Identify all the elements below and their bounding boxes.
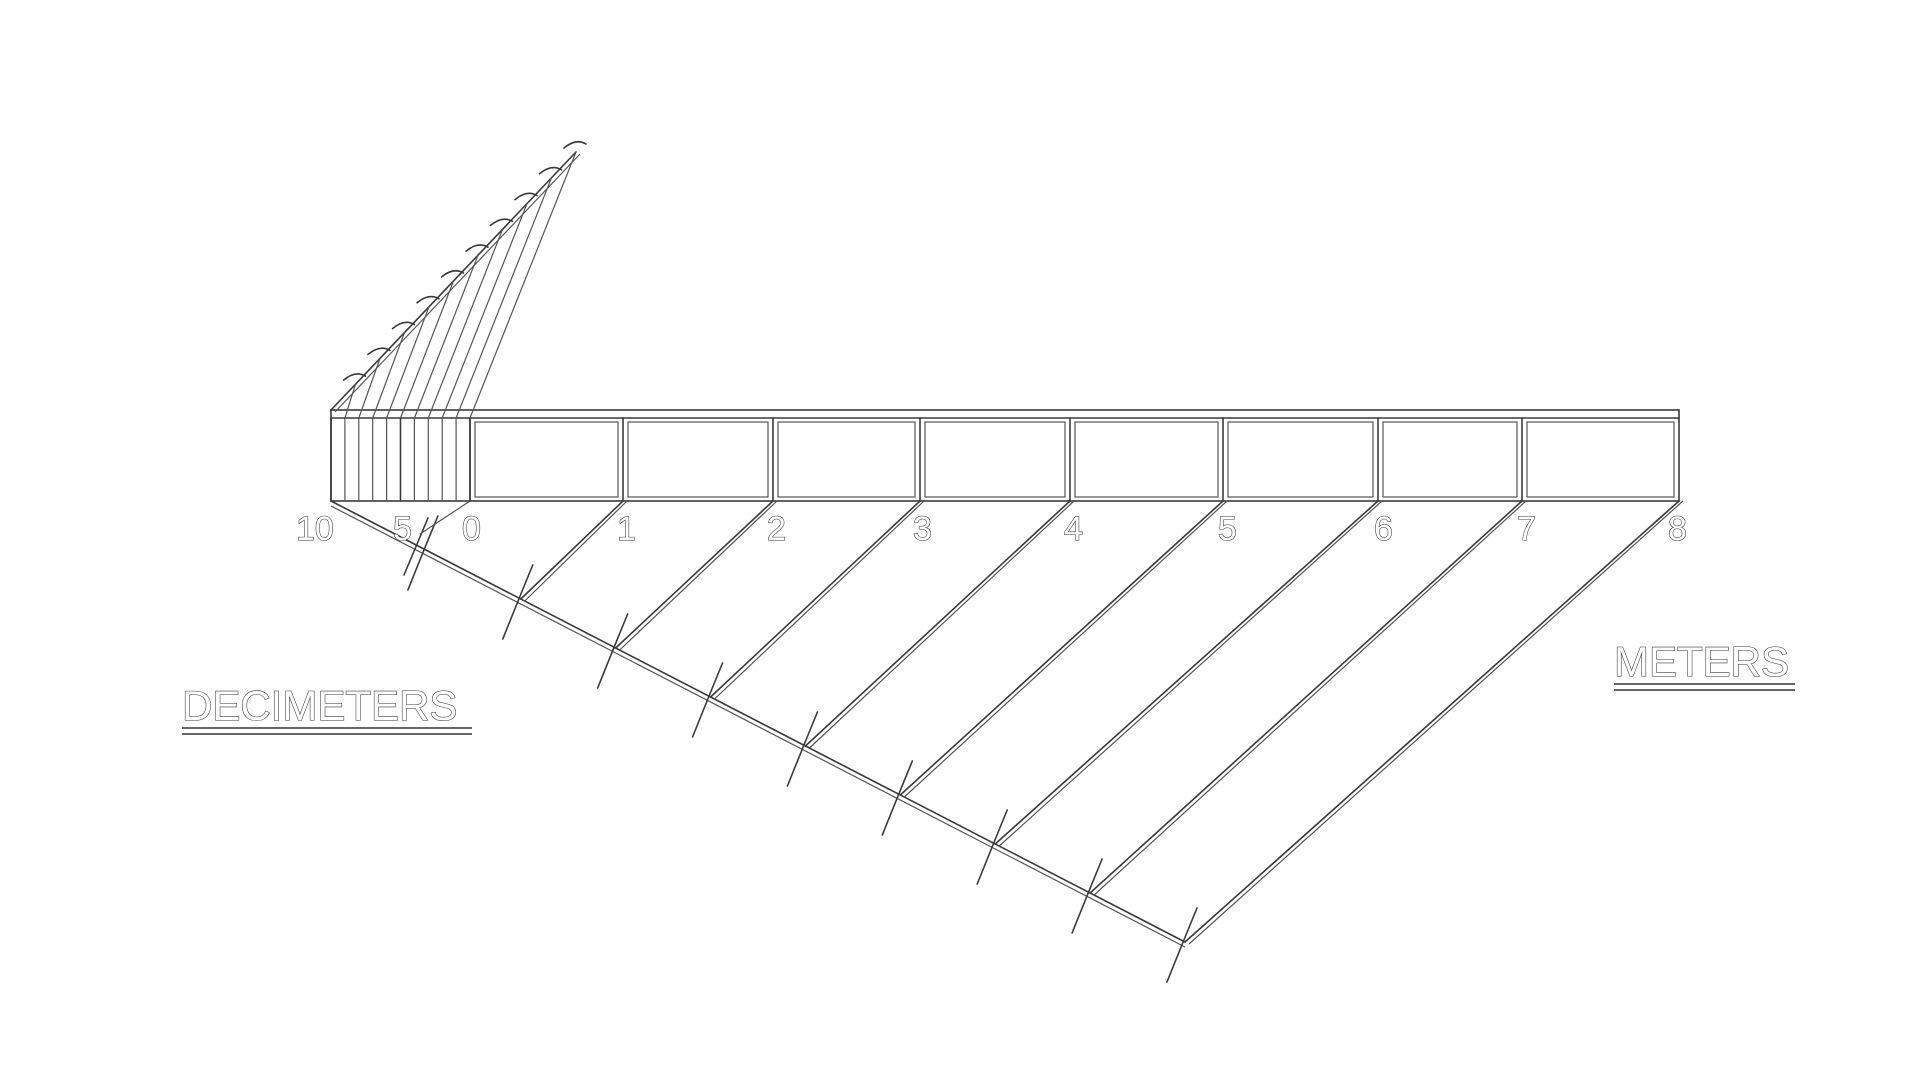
- parallel-projection-line: [899, 500, 1224, 796]
- meter-segment: [777, 421, 916, 498]
- division-arc-mark: [786, 711, 819, 787]
- tick-label-m-6: 6: [1374, 510, 1393, 548]
- tick-label-m-4: 4: [1064, 510, 1083, 548]
- decimeter-projection-line: [344, 384, 357, 419]
- division-arc-mark: [1166, 907, 1198, 983]
- division-arc-mark: [596, 613, 629, 689]
- meters-label: METERS: [1614, 638, 1789, 685]
- meter-segment: [924, 421, 1066, 498]
- decimeter-projection-line: [372, 332, 406, 419]
- decimeter-projection-line: [386, 306, 430, 419]
- meter-segment: [1526, 421, 1675, 498]
- scale-bar: [330, 409, 1680, 502]
- parallel-projection-line-inner: [1188, 500, 1684, 945]
- parallel-projection-line: [1184, 500, 1680, 943]
- decimeter-projection-line: [441, 203, 528, 419]
- decimeter-tick-slash: [403, 517, 429, 576]
- parallel-projection-line: [519, 500, 624, 600]
- parallel-projection-line: [1089, 500, 1523, 894]
- decimeter-arc-mark: [465, 244, 489, 252]
- decimeter-projection-line: [358, 358, 381, 419]
- tick-label-m-3: 3: [913, 510, 932, 548]
- parallel-projection-line-inner: [998, 500, 1383, 847]
- decimeter-construction-diagonal-inner: [334, 153, 581, 413]
- unit-labels: DECIMETERS METERS: [181, 637, 1795, 735]
- decimeter-construction-lines: [330, 140, 587, 576]
- tick-label-m-5: 5: [1218, 510, 1237, 548]
- parallel-projection-line-inner: [714, 500, 925, 700]
- construction-diagonal-inner: [330, 505, 1186, 948]
- parallel-projection-line: [994, 500, 1379, 845]
- tick-label-m-2: 2: [767, 510, 786, 548]
- parallel-projection-line: [614, 500, 774, 649]
- decimeter-arc-mark: [440, 269, 465, 278]
- parallel-projection-line-inner: [903, 500, 1228, 798]
- tick-label-m-7: 7: [1517, 510, 1536, 548]
- parallel-projection-line-inner: [524, 500, 628, 602]
- meter-segment: [1382, 421, 1518, 498]
- parallel-projection-line-inner: [1093, 500, 1527, 896]
- meter-segments: [469, 417, 1675, 502]
- decimeter-arc-mark: [367, 347, 391, 356]
- decimeter-arc-mark: [514, 192, 538, 201]
- meter-segment: [474, 421, 619, 498]
- decimeter-projection-line: [413, 254, 479, 419]
- parallel-projection-line-inner: [619, 500, 778, 651]
- decimeter-arc-mark: [416, 295, 440, 304]
- decimeter-arc-mark: [538, 166, 563, 175]
- meter-segment: [1074, 421, 1219, 498]
- tick-labels: 10 5 0 1 2 3 4 5 6 7 8: [295, 509, 1687, 548]
- decimeter-segments: [330, 417, 471, 502]
- decimeter-projection-line: [427, 229, 504, 419]
- parallel-projection-line: [804, 500, 1071, 747]
- parallel-projection-line-inner: [809, 500, 1075, 749]
- decimeter-arc-mark: [391, 321, 416, 330]
- division-arc-mark: [976, 809, 1009, 885]
- decimeter-arc-mark: [563, 140, 587, 149]
- decimeter-zero-connector: [419, 500, 471, 535]
- division-arc-mark: [1071, 858, 1103, 934]
- decimeter-arc-mark: [489, 218, 514, 227]
- tick-label-m-8: 8: [1668, 510, 1687, 548]
- meter-segment: [627, 421, 769, 498]
- division-arc-mark: [407, 515, 439, 591]
- scale-bar-frame: [330, 409, 1680, 502]
- tick-label-dm-5: 5: [393, 510, 412, 548]
- construction-lines: [330, 500, 1684, 983]
- decimeter-projection-line: [469, 151, 577, 419]
- meter-segment: [1227, 421, 1374, 498]
- tick-label-dm-10: 10: [296, 510, 334, 548]
- division-arc-mark: [501, 564, 534, 640]
- tick-label-m-1: 1: [617, 510, 636, 548]
- parallel-projection-line: [709, 500, 921, 698]
- construction-diagonal: [330, 500, 1186, 943]
- decimeter-arc-mark: [342, 373, 367, 381]
- division-arc-mark: [881, 760, 914, 836]
- decimeter-projection-line: [399, 280, 455, 419]
- tick-label-m-0: 0: [462, 510, 481, 548]
- decimeters-label: DECIMETERS: [182, 682, 457, 729]
- division-arc-mark: [691, 662, 724, 738]
- decimeter-projection-line: [455, 177, 553, 419]
